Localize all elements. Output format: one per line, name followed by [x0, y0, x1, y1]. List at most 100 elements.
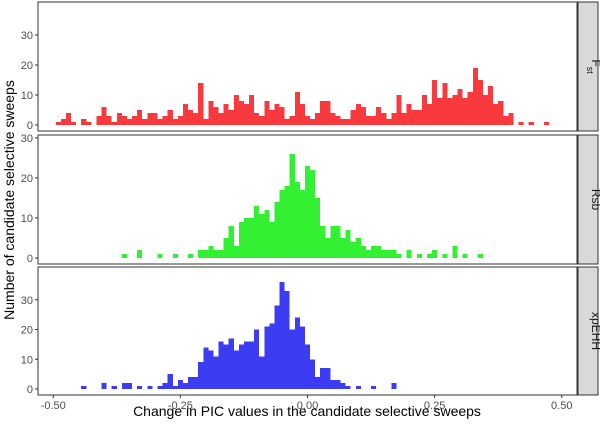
histogram-bar — [335, 116, 341, 125]
histogram-bar — [172, 119, 178, 125]
histogram-bar — [299, 190, 305, 258]
histogram-bar — [243, 104, 250, 125]
histogram-bar — [289, 116, 295, 125]
histogram-bar — [279, 281, 285, 389]
facet-strip — [577, 266, 599, 396]
histogram-bar — [279, 107, 285, 125]
histogram-bar — [198, 250, 204, 258]
histogram-bar — [289, 154, 295, 258]
histogram-bar — [65, 113, 72, 125]
y-tick-label: 0 — [27, 253, 33, 265]
histogram-bar — [203, 119, 209, 125]
histogram-bar — [493, 104, 499, 125]
histogram-bar — [360, 246, 366, 258]
histogram-bar — [299, 326, 305, 389]
histogram-bar — [274, 305, 280, 389]
histogram-bar — [462, 98, 468, 125]
histogram-bar — [406, 104, 412, 125]
histogram-bar — [203, 250, 209, 258]
histogram-bar — [365, 116, 372, 125]
histogram-bar — [218, 250, 224, 258]
histogram-bar — [254, 206, 260, 258]
histogram-bar — [340, 238, 346, 258]
histogram-bar — [106, 116, 112, 125]
y-tick-label: 30 — [21, 295, 33, 307]
histogram-bar — [376, 246, 382, 258]
histogram-bar — [223, 238, 229, 258]
histogram-bar — [137, 110, 143, 125]
histogram-bar — [320, 368, 326, 389]
histogram-bar — [432, 80, 438, 125]
histogram-bar — [477, 80, 483, 125]
histogram-bar — [401, 113, 407, 125]
histogram-bar — [213, 356, 219, 389]
histogram-bar — [213, 250, 219, 258]
histogram-bar — [152, 113, 158, 125]
histogram-bar — [427, 104, 433, 125]
histogram-bar — [111, 386, 117, 389]
histogram-bar — [355, 386, 361, 389]
panels-group: 0 10 20 30 Fst 0 10 20 30 Rsb 0 10 20 30 xpEHH — [21, 1, 600, 396]
histogram-bar — [162, 383, 168, 389]
histogram-bar — [188, 110, 194, 125]
histogram-bar — [503, 116, 509, 125]
histogram-bar — [177, 116, 183, 125]
histogram-bar — [233, 246, 239, 258]
histogram-bar — [111, 122, 117, 125]
histogram-bar — [121, 254, 127, 258]
y-tick-label: 0 — [27, 384, 33, 396]
histogram-bar — [350, 110, 356, 125]
histogram-bar — [320, 101, 326, 125]
histogram-bar — [528, 122, 534, 125]
x-tick-label: -0.25 — [168, 400, 193, 412]
panel-fst: 0 10 20 30 Fst — [21, 1, 600, 132]
histogram-bar — [386, 250, 392, 258]
histogram-bar — [421, 95, 427, 125]
histogram-bar — [330, 113, 336, 125]
histogram-bar — [81, 119, 87, 125]
histogram-bar — [355, 238, 361, 258]
y-tick-label: 30 — [21, 133, 33, 145]
histogram-bar — [228, 110, 234, 125]
histogram-bar — [274, 104, 280, 125]
y-tick-label: 30 — [21, 30, 33, 42]
histogram-bar — [182, 104, 188, 125]
histogram-bar — [391, 113, 397, 125]
histogram-bar — [508, 113, 514, 125]
histogram-bar — [304, 166, 311, 258]
histogram-bar — [208, 246, 214, 258]
histogram-bar — [147, 113, 153, 125]
histogram-bar — [96, 116, 102, 125]
histogram-bar — [416, 110, 422, 125]
histogram-bar — [249, 341, 255, 389]
facet-strip — [577, 134, 599, 265]
histogram-bar — [249, 218, 255, 258]
histogram-bar — [437, 98, 443, 125]
histogram-bar — [86, 122, 92, 125]
histogram-bar — [137, 250, 143, 258]
histogram-bar — [243, 218, 250, 258]
histogram-bar — [442, 254, 448, 258]
facet-strip-label: xpEHH — [589, 312, 600, 350]
histogram-bar — [371, 116, 377, 125]
histogram-bar — [325, 101, 331, 125]
histogram-bar — [223, 104, 229, 125]
histogram-bar — [345, 386, 351, 389]
histogram-bar — [457, 89, 463, 125]
histogram-bar — [284, 119, 290, 125]
histogram-bar — [147, 386, 153, 389]
y-tick-label: 20 — [21, 60, 33, 72]
histogram-bar — [71, 122, 77, 125]
histogram-bar — [213, 107, 219, 125]
histogram-bar — [310, 170, 316, 258]
histogram-bar — [365, 250, 372, 258]
histogram-bar — [269, 323, 275, 389]
histogram-bar — [427, 254, 433, 258]
histogram-bar — [137, 386, 143, 389]
histogram-bar — [121, 383, 127, 389]
x-tick-label: 0.25 — [424, 400, 445, 412]
facet-strip-label-main: F — [589, 59, 600, 66]
histogram-bar — [238, 222, 244, 258]
histogram-bar — [304, 116, 311, 125]
histogram-bar — [376, 107, 382, 125]
